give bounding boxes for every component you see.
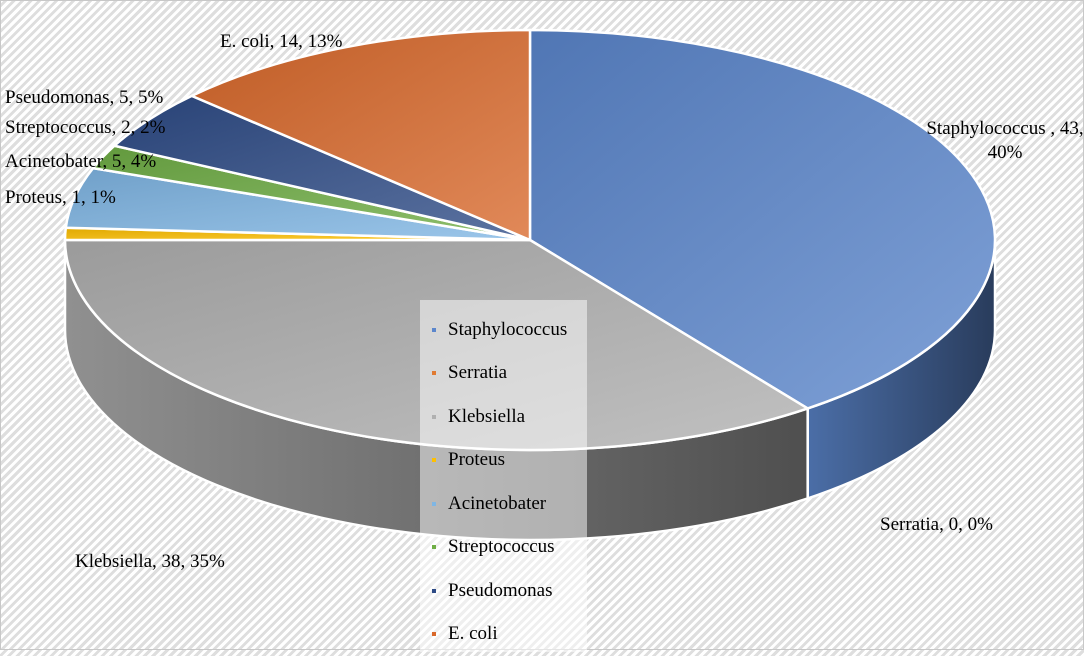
data-label-acinetobater: Acinetobater, 5, 4%: [5, 151, 156, 172]
legend-swatch: [432, 589, 436, 593]
legend-swatch: [432, 371, 436, 375]
legend-swatch: [432, 328, 436, 332]
legend-item-streptococcus: Streptococcus: [420, 526, 587, 570]
legend-label: Pseudomonas: [448, 580, 553, 602]
legend-swatch: [432, 458, 436, 462]
legend-label: Acinetobater: [448, 493, 546, 515]
legend-item-klebsiella: Klebsiella: [420, 395, 587, 439]
data-label-klebsiella: Klebsiella, 38, 35%: [75, 551, 225, 572]
legend-item-staphylococcus: Staphylococcus: [420, 308, 587, 352]
legend-label: Serratia: [448, 362, 507, 384]
data-label-e-coli: E. coli, 14, 13%: [220, 31, 343, 52]
legend-swatch: [432, 502, 436, 506]
legend-swatch: [432, 632, 436, 636]
legend-item-acinetobater: Acinetobater: [420, 482, 587, 526]
data-label-streptococcus: Streptococcus, 2, 2%: [5, 117, 166, 138]
legend-label: E. coli: [448, 623, 498, 645]
legend-item-serratia: Serratia: [420, 352, 587, 396]
legend-label: Staphylococcus: [448, 319, 567, 341]
data-label-proteus: Proteus, 1, 1%: [5, 187, 116, 208]
legend-label: Proteus: [448, 449, 505, 471]
data-label-serratia: Serratia, 0, 0%: [880, 514, 993, 535]
legend-item-pseudomonas: Pseudomonas: [420, 569, 587, 613]
data-label-pseudomonas: Pseudomonas, 5, 5%: [5, 87, 164, 108]
legend-label: Klebsiella: [448, 406, 525, 428]
legend-swatch: [432, 545, 436, 549]
legend-item-proteus: Proteus: [420, 439, 587, 483]
legend-swatch: [432, 415, 436, 419]
legend-label: Streptococcus: [448, 536, 555, 558]
legend-item-e-coli: E. coli: [420, 613, 587, 656]
legend: Staphylococcus Serratia Klebsiella Proteus A…: [420, 300, 587, 652]
